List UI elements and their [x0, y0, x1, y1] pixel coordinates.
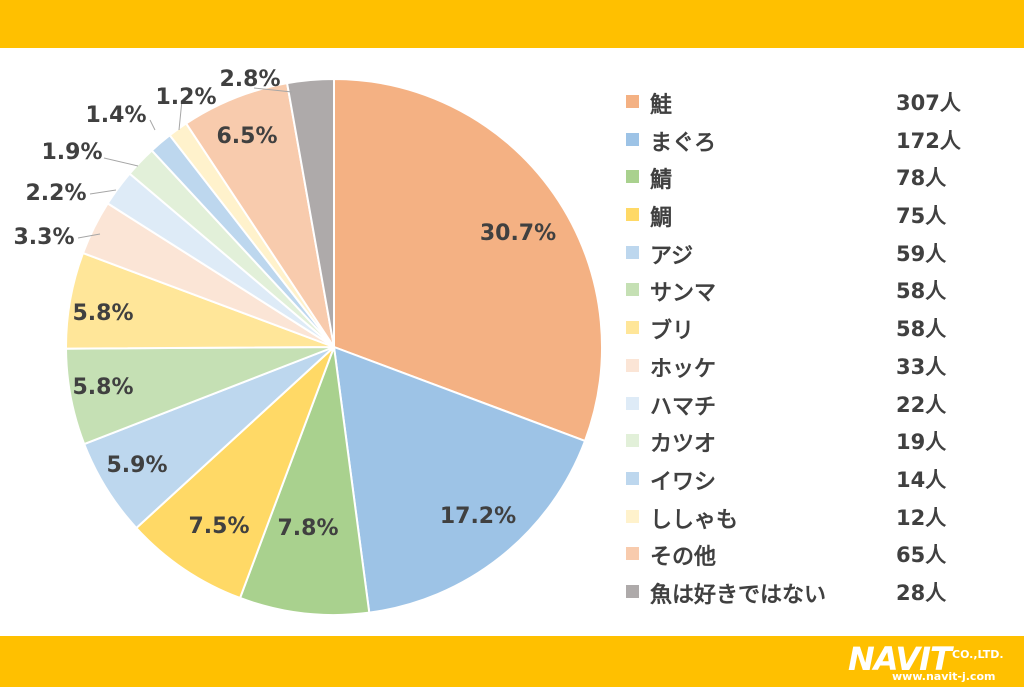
legend-swatch	[626, 321, 639, 335]
legend-item: ハマチ 22人	[626, 386, 978, 424]
leader-line-8	[89, 189, 117, 195]
legend-count: 78人	[896, 166, 947, 191]
pie-chart: 30.7% 17.2% 7.8% 7.5% 5.9% 5.8% 5.8% 3.3% 2.2% 1.…	[13, 67, 603, 616]
data-label-13: 2.8%	[219, 67, 280, 92]
legend-item: 鯖 78人	[626, 159, 978, 197]
data-label-11: 1.2%	[155, 85, 216, 110]
legend-item: サンマ 58人	[626, 272, 978, 310]
legend-count: 58人	[896, 317, 947, 342]
legend-label: イワシ	[650, 469, 717, 495]
leader-line-13	[253, 87, 293, 93]
legend-count: 65人	[896, 543, 947, 568]
legend-label: 鯛	[650, 206, 673, 232]
legend-count: 59人	[896, 241, 947, 266]
legend-swatch	[626, 245, 639, 259]
legend-swatch	[626, 170, 639, 184]
data-label-12: 6.5%	[216, 124, 277, 149]
legend-swatch	[626, 396, 639, 410]
pie-slice-13	[285, 77, 335, 348]
top-banner	[0, 0, 1024, 48]
legend-item: ホッケ 33人	[626, 348, 978, 386]
logo-url: www.navit-j.com	[892, 670, 996, 683]
data-label-2: 7.8%	[277, 516, 338, 541]
legend-label: ホッケ	[650, 356, 717, 382]
legend-item: 鮭 307人	[626, 84, 978, 122]
data-label-6: 5.8%	[72, 301, 133, 326]
data-label-10: 1.4%	[85, 103, 146, 128]
legend-count: 19人	[896, 430, 947, 455]
legend-swatch	[626, 132, 639, 146]
legend-label: 鮭	[650, 93, 673, 118]
legend-label: サンマ	[650, 281, 717, 307]
data-label-7: 3.3%	[13, 225, 74, 250]
legend-item: イワシ 14人	[626, 461, 978, 499]
legend-count: 58人	[896, 279, 947, 304]
legend-label: アジ	[650, 243, 694, 269]
legend-label: まぐろ	[650, 130, 717, 156]
legend-item: カツオ 19人	[626, 423, 978, 461]
pie-slice-12	[184, 81, 335, 348]
leader-line-7	[77, 233, 101, 239]
legend-label: その他	[650, 545, 717, 571]
legend-swatch	[626, 547, 639, 561]
legend-item: ししゃも 12人	[626, 499, 978, 537]
legend-swatch	[626, 471, 639, 485]
data-label-3: 7.5%	[188, 514, 249, 539]
data-label-4: 5.9%	[106, 453, 167, 478]
legend-swatch	[626, 509, 639, 523]
legend-count: 12人	[896, 505, 947, 530]
pie-slice-2	[238, 346, 371, 616]
data-label-1: 17.2%	[440, 504, 516, 529]
leader-line-11	[178, 99, 183, 131]
legend-count: 75人	[896, 204, 947, 229]
legend-swatch	[626, 283, 639, 297]
legend-count: 33人	[896, 354, 947, 379]
legend-count: 172人	[896, 128, 961, 153]
legend-swatch	[626, 434, 639, 448]
logo-suffix: CO.,LTD.	[952, 648, 1004, 661]
legend-item: 魚は好きではない 28人	[626, 574, 978, 612]
leader-line-10	[149, 119, 156, 131]
logo-name: NAVIT	[848, 640, 952, 678]
legend-count: 307人	[896, 91, 961, 115]
legend-item: アジ 59人	[626, 235, 978, 273]
legend-label: ブリ	[650, 319, 695, 345]
legend-swatch	[626, 358, 639, 372]
data-label-8: 2.2%	[25, 181, 86, 206]
legend-label: 魚は好きではない	[650, 582, 827, 608]
leader-line-9	[103, 157, 139, 167]
data-label-0: 30.7%	[480, 221, 556, 246]
data-label-5: 5.8%	[72, 375, 133, 400]
legend-count: 22人	[896, 392, 947, 417]
bottom-banner	[0, 636, 1024, 687]
legend-count: 14人	[896, 467, 947, 492]
legend-item: その他 65人	[626, 536, 978, 574]
legend-item: ブリ 58人	[626, 310, 978, 348]
legend-item: 鯛 75人	[626, 197, 978, 235]
legend-swatch	[626, 584, 639, 598]
pie-slice-3	[134, 346, 335, 600]
legend-label: ハマチ	[650, 394, 717, 420]
legend-label: ししゃも	[650, 507, 739, 533]
legend-label: 鯖	[650, 168, 673, 194]
legend-swatch	[626, 208, 639, 222]
legend-swatch	[626, 95, 639, 108]
legend: 鮭 307人 まぐろ 172人鯖 78人鯛 75人 アジ 59人 サンマ 58人 ブリ 58人 ホッケ 3…	[626, 84, 978, 612]
legend-item: まぐろ 172人	[626, 122, 978, 160]
pie-slice-1	[332, 345, 587, 614]
legend-label: カツオ	[650, 432, 717, 458]
navit-logo: NAVIT CO.,LTD. www.navit-j.com	[848, 640, 1020, 684]
pie-slice-0	[333, 77, 603, 443]
legend-count: 28人	[896, 580, 947, 605]
data-label-9: 1.9%	[41, 140, 102, 165]
